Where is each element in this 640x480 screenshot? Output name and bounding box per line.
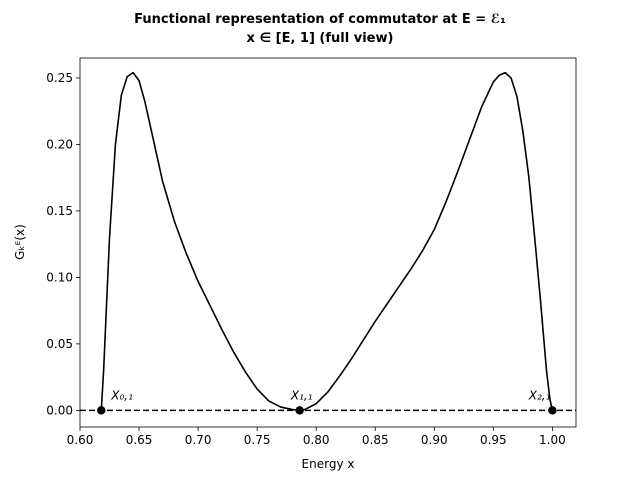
plot-area bbox=[80, 71, 576, 412]
point-label: X₁,₁ bbox=[290, 388, 313, 402]
y-axis-label: Gₖᴱ(x) bbox=[13, 224, 27, 260]
y-tick-label: 0.05 bbox=[46, 337, 73, 351]
point-label: X₂,₁ bbox=[528, 388, 551, 402]
y-tick-label: 0.10 bbox=[46, 270, 73, 284]
x-tick-label: 0.90 bbox=[421, 433, 448, 447]
y-tick-label: 0.15 bbox=[46, 204, 73, 218]
chart-title: Functional representation of commutator … bbox=[134, 12, 506, 27]
point-label: X₀,₁ bbox=[110, 388, 133, 402]
x-tick-label: 0.85 bbox=[362, 433, 389, 447]
x-tick-label: 0.65 bbox=[126, 433, 153, 447]
x-tick-label: 0.75 bbox=[244, 433, 271, 447]
commutator-curve bbox=[100, 71, 554, 412]
x-axis-label: Energy x bbox=[302, 457, 355, 471]
point-marker bbox=[548, 406, 557, 415]
x-tick-label: 0.60 bbox=[67, 433, 94, 447]
chart-subtitle: x ∈ [E, 1] (full view) bbox=[247, 31, 394, 46]
y-tick-label: 0.00 bbox=[46, 403, 73, 417]
y-tick-label: 0.25 bbox=[46, 71, 73, 85]
point-marker bbox=[97, 406, 106, 415]
x-tick-label: 1.00 bbox=[539, 433, 566, 447]
axis-ticks: 0.60 0.65 0.70 0.75 0.80 0.85 0.90 0.95 1.00 0.00… bbox=[46, 71, 565, 447]
point-marker bbox=[295, 406, 304, 415]
marked-points: X₀,₁ X₁,₁ X₂,₁ bbox=[97, 388, 557, 415]
axes-frame bbox=[79, 57, 577, 428]
y-tick-label: 0.20 bbox=[46, 137, 73, 151]
x-tick-label: 0.95 bbox=[480, 433, 507, 447]
x-tick-label: 0.80 bbox=[303, 433, 330, 447]
x-tick-label: 0.70 bbox=[185, 433, 212, 447]
